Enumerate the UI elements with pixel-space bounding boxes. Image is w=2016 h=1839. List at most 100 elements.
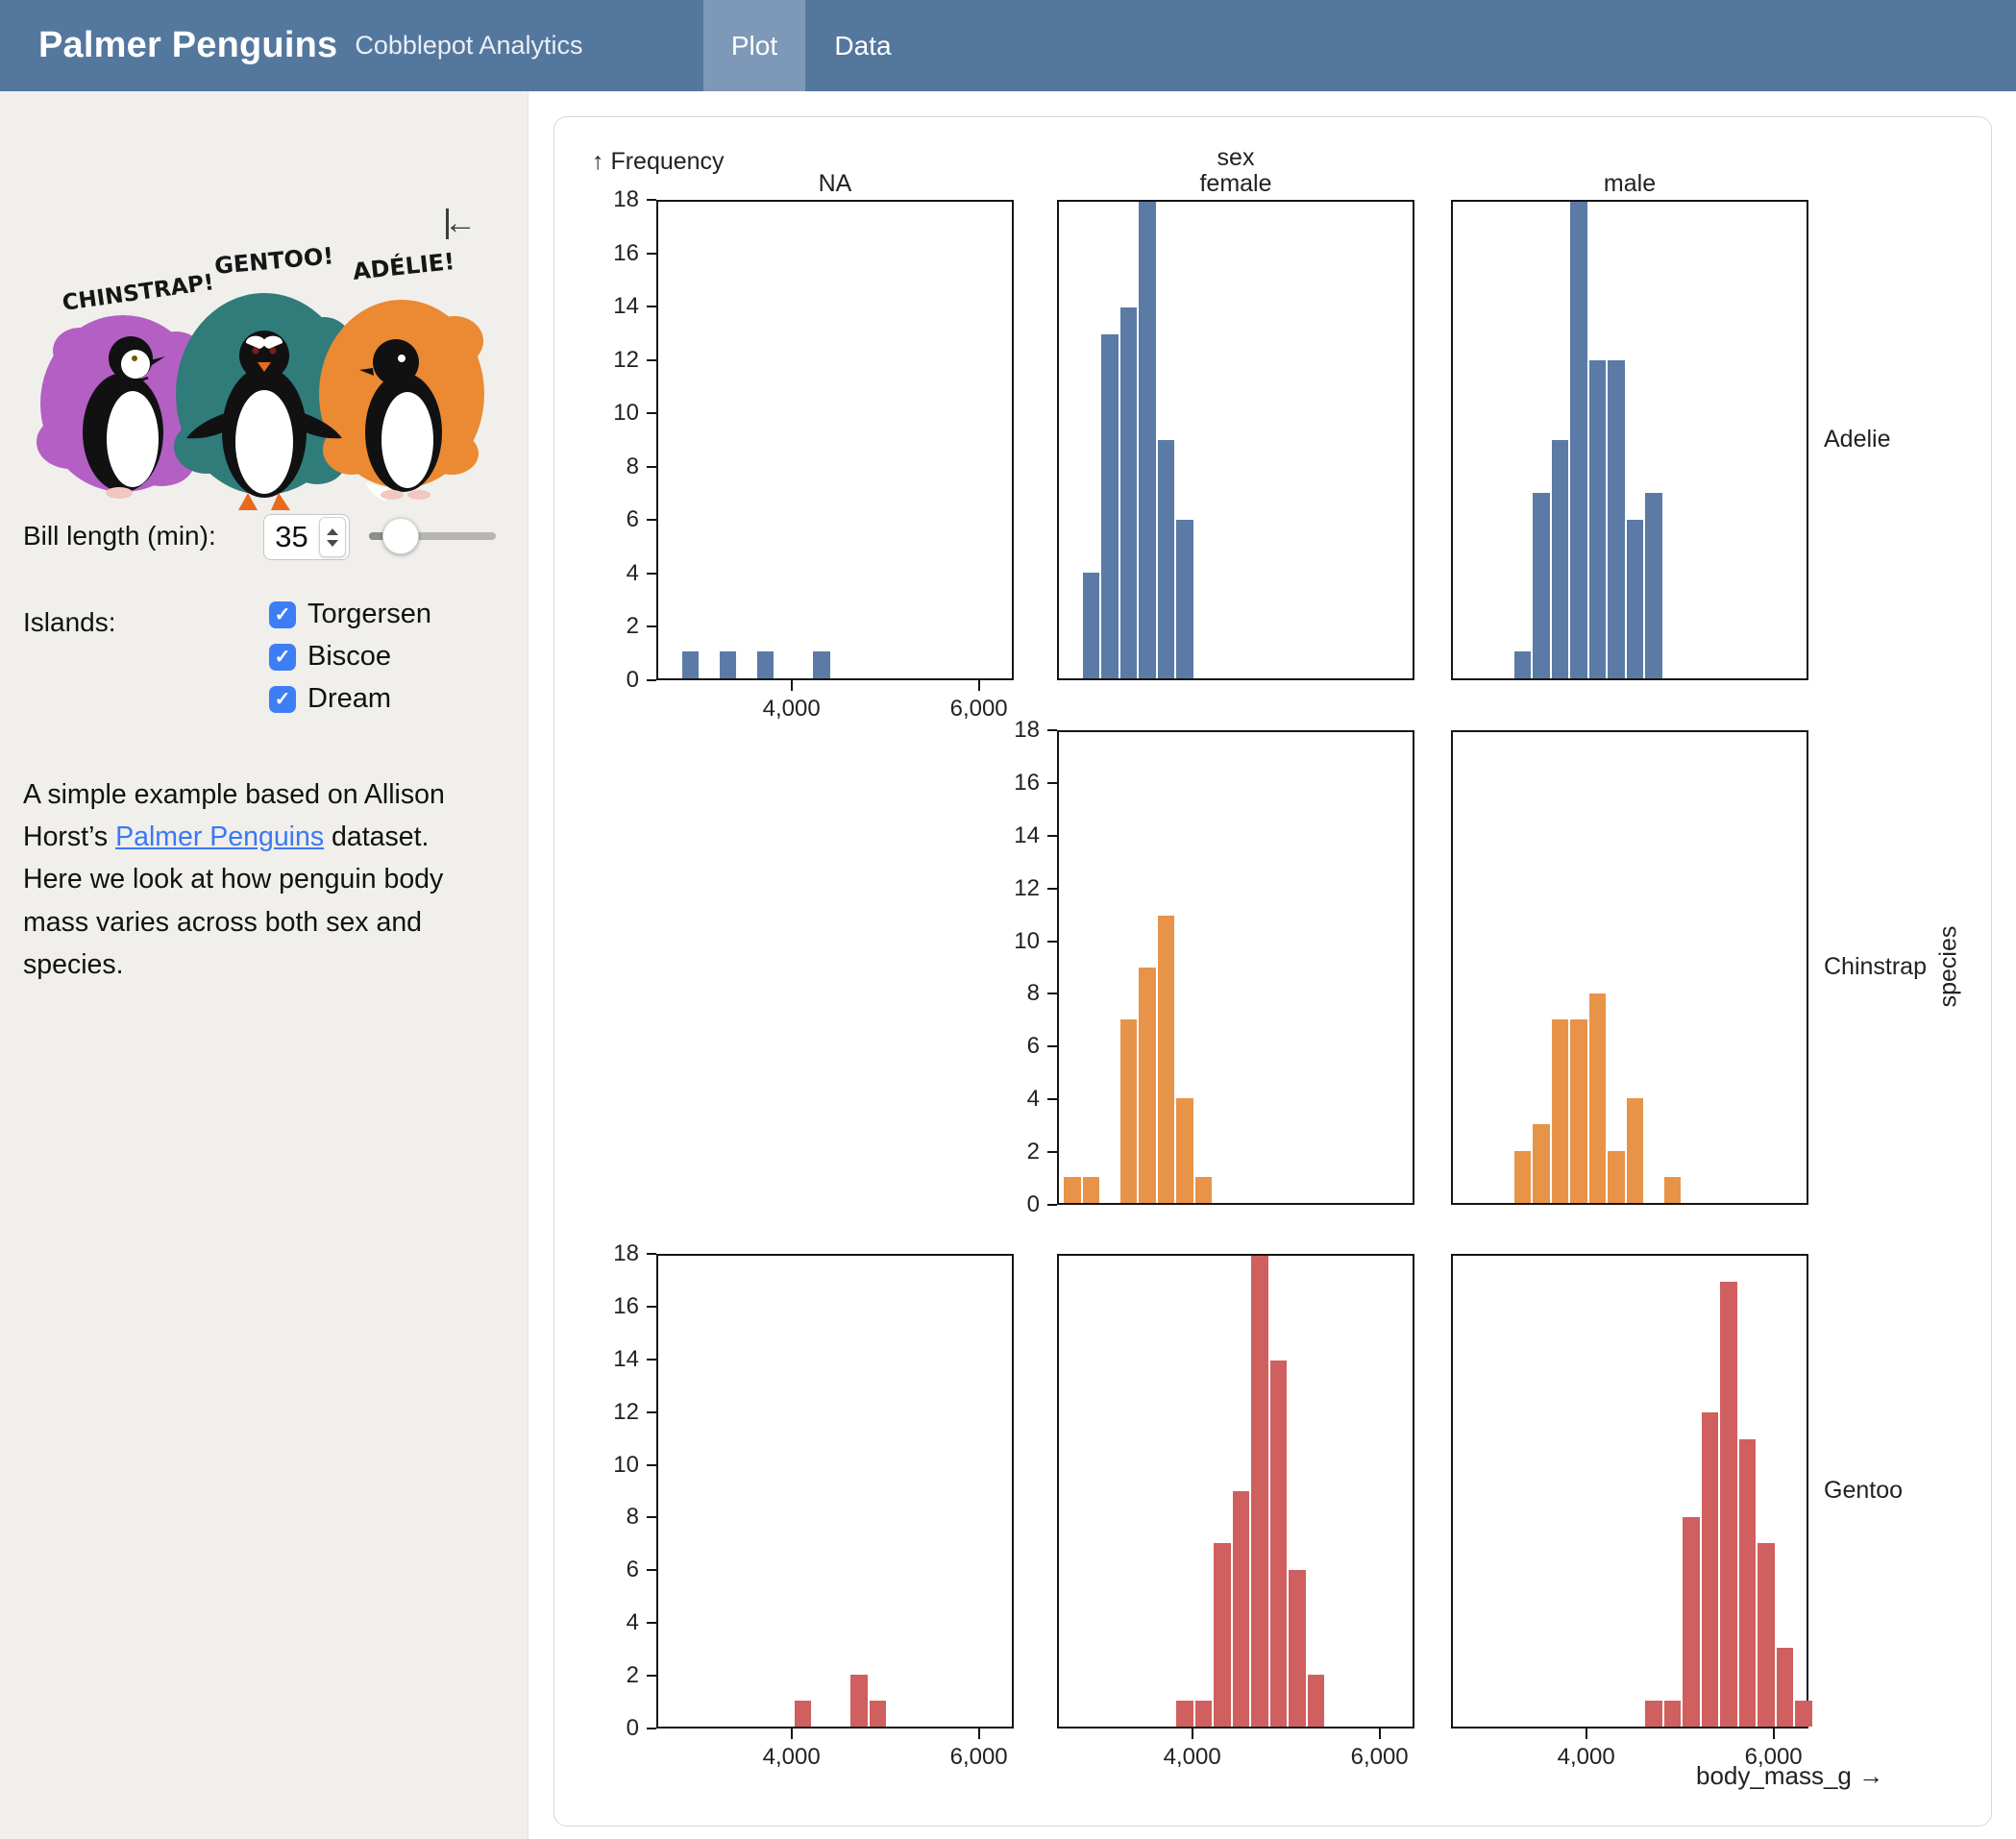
- checkbox-label: Biscoe: [307, 641, 392, 672]
- bar-Gentoo-male-6000: [1776, 1648, 1794, 1727]
- y-tick-label-Adelie-18: 18: [613, 186, 639, 212]
- y-tick-label-Adelie-16: 16: [613, 239, 639, 266]
- x-tick-label-Gentoo-NA-4000: 4,000: [762, 1744, 821, 1770]
- bar-Gentoo-male-5200: [1701, 1412, 1719, 1727]
- bar-Gentoo-male-5000: [1683, 1517, 1700, 1727]
- y-tick-label-Gentoo-12: 12: [613, 1398, 639, 1425]
- collapse-left-icon: ←: [444, 205, 477, 241]
- x-tick-Adelie-NA-4000: [790, 680, 793, 691]
- y-tick-Adelie-12: [647, 358, 656, 361]
- bar-Adelie-female-3800: [1176, 519, 1193, 678]
- bar-Adelie-NA-3600: [756, 651, 774, 678]
- y-tick-label-Chinstrap-16: 16: [1014, 769, 1040, 796]
- y-tick-Gentoo-6: [647, 1569, 656, 1572]
- bar-Adelie-NA-3200: [719, 651, 737, 678]
- x-tick-Gentoo-NA-4000: [790, 1729, 793, 1739]
- bill-length-slider[interactable]: [369, 518, 496, 554]
- y-axis-name: ↑ Frequency: [592, 148, 725, 175]
- bar-Gentoo-female-4600: [1251, 1256, 1268, 1727]
- y-tick-label-Gentoo-8: 8: [626, 1504, 639, 1531]
- app-title: Palmer Penguins: [38, 25, 338, 65]
- col-facet-header-sex: sex: [1217, 144, 1255, 171]
- facet-Chinstrap-female: [1057, 730, 1414, 1205]
- bar-Gentoo-male-4800: [1663, 1700, 1682, 1727]
- y-tick-label-Chinstrap-4: 4: [1026, 1086, 1040, 1113]
- x-tick-Gentoo-male-4000: [1585, 1729, 1587, 1739]
- bar-Chinstrap-female-3800: [1176, 1098, 1193, 1203]
- bar-Gentoo-NA-4800: [869, 1700, 887, 1727]
- row-facet-label-Gentoo: Gentoo: [1824, 1477, 1904, 1504]
- bar-Adelie-male-4600: [1645, 493, 1662, 678]
- bar-Adelie-male-4000: [1588, 360, 1607, 678]
- bar-Chinstrap-female-2800: [1082, 1176, 1100, 1203]
- y-tick-Chinstrap-10: [1047, 940, 1057, 943]
- bar-Adelie-female-3600: [1157, 440, 1175, 678]
- bar-Gentoo-female-5200: [1307, 1674, 1325, 1727]
- y-tick-label-Adelie-8: 8: [626, 453, 639, 479]
- description-text: A simple example based on Allison Horst’…: [23, 773, 482, 986]
- bar-Chinstrap-female-3400: [1139, 968, 1156, 1203]
- y-tick-label-Adelie-6: 6: [626, 506, 639, 533]
- sidebar-collapse-button[interactable]: ←: [444, 207, 477, 239]
- y-tick-Gentoo-18: [647, 1253, 656, 1255]
- palmer-penguins-link[interactable]: Palmer Penguins: [115, 821, 325, 853]
- tab-data[interactable]: Data: [834, 30, 892, 61]
- checkbox-dream[interactable]: ✓ Dream: [269, 683, 391, 715]
- chinstrap-label: CHINSTRAP!: [61, 270, 215, 316]
- x-tick-label-Gentoo-female-4000: 4,000: [1163, 1744, 1221, 1770]
- y-tick-label-Adelie-10: 10: [613, 400, 639, 427]
- bar-Gentoo-male-5800: [1758, 1543, 1775, 1727]
- y-tick-Adelie-8: [647, 465, 656, 468]
- bar-Adelie-male-4400: [1626, 519, 1644, 678]
- y-tick-Chinstrap-14: [1047, 834, 1057, 837]
- checkbox-torgersen[interactable]: ✓ Torgersen: [269, 599, 431, 630]
- tab-plot[interactable]: Plot: [703, 0, 805, 91]
- bar-Chinstrap-male-4400: [1626, 1098, 1644, 1203]
- bar-Gentoo-male-4600: [1645, 1700, 1662, 1727]
- row-facet-label-Adelie: Adelie: [1824, 426, 1891, 453]
- y-tick-Adelie-14: [647, 306, 656, 308]
- y-tick-label-Chinstrap-14: 14: [1014, 821, 1040, 848]
- x-tick-label-Gentoo-female-6000: 6,000: [1350, 1744, 1409, 1770]
- y-tick-Chinstrap-0: [1047, 1204, 1057, 1206]
- facet-Adelie-male: [1451, 200, 1808, 680]
- x-tick-Gentoo-female-6000: [1378, 1729, 1381, 1739]
- bar-Chinstrap-male-4800: [1663, 1176, 1682, 1203]
- y-tick-label-Gentoo-18: 18: [613, 1240, 639, 1266]
- x-tick-Adelie-NA-6000: [977, 680, 980, 691]
- y-tick-Gentoo-8: [647, 1516, 656, 1519]
- bar-Chinstrap-male-4000: [1588, 993, 1607, 1203]
- y-tick-label-Adelie-14: 14: [613, 293, 639, 320]
- x-axis-name: body_mass_g →: [1696, 1761, 1884, 1790]
- bill-length-input[interactable]: 35: [263, 514, 350, 560]
- y-tick-Adelie-4: [647, 572, 656, 575]
- checkbox-biscoe[interactable]: ✓ Biscoe: [269, 641, 391, 673]
- stepper-down-icon: [327, 539, 338, 547]
- bar-Adelie-NA-4200: [813, 651, 830, 678]
- checkbox-label: Dream: [307, 683, 392, 714]
- bar-Gentoo-NA-4600: [850, 1674, 868, 1727]
- y-tick-Chinstrap-12: [1047, 887, 1057, 890]
- nav-tabs: Plot Data: [703, 0, 921, 91]
- bar-Adelie-male-3400: [1533, 493, 1550, 678]
- facet-Gentoo-NA: [656, 1254, 1014, 1729]
- bar-Chinstrap-female-3600: [1157, 915, 1175, 1203]
- bar-Adelie-female-3400: [1139, 202, 1156, 678]
- species-axis-name: species: [1934, 925, 1962, 1008]
- y-tick-label-Gentoo-4: 4: [626, 1609, 639, 1636]
- description-after: dataset. Here we look at how penguin bod…: [23, 821, 444, 980]
- bar-Gentoo-male-6200: [1795, 1700, 1812, 1727]
- bar-Gentoo-female-5000: [1289, 1569, 1306, 1727]
- y-tick-Gentoo-2: [647, 1675, 656, 1678]
- checkbox-label: Torgersen: [307, 599, 431, 629]
- y-tick-Chinstrap-6: [1047, 1045, 1057, 1048]
- slider-thumb[interactable]: [382, 518, 419, 554]
- y-tick-label-Chinstrap-8: 8: [1026, 980, 1040, 1007]
- y-tick-label-Chinstrap-18: 18: [1014, 717, 1040, 743]
- bar-Adelie-NA-2800: [681, 651, 700, 678]
- y-tick-Adelie-10: [647, 412, 656, 415]
- bar-Adelie-female-3200: [1119, 307, 1138, 678]
- bill-length-value: 35: [275, 520, 308, 553]
- islands-label: Islands:: [23, 607, 116, 637]
- bill-length-stepper[interactable]: [319, 517, 346, 557]
